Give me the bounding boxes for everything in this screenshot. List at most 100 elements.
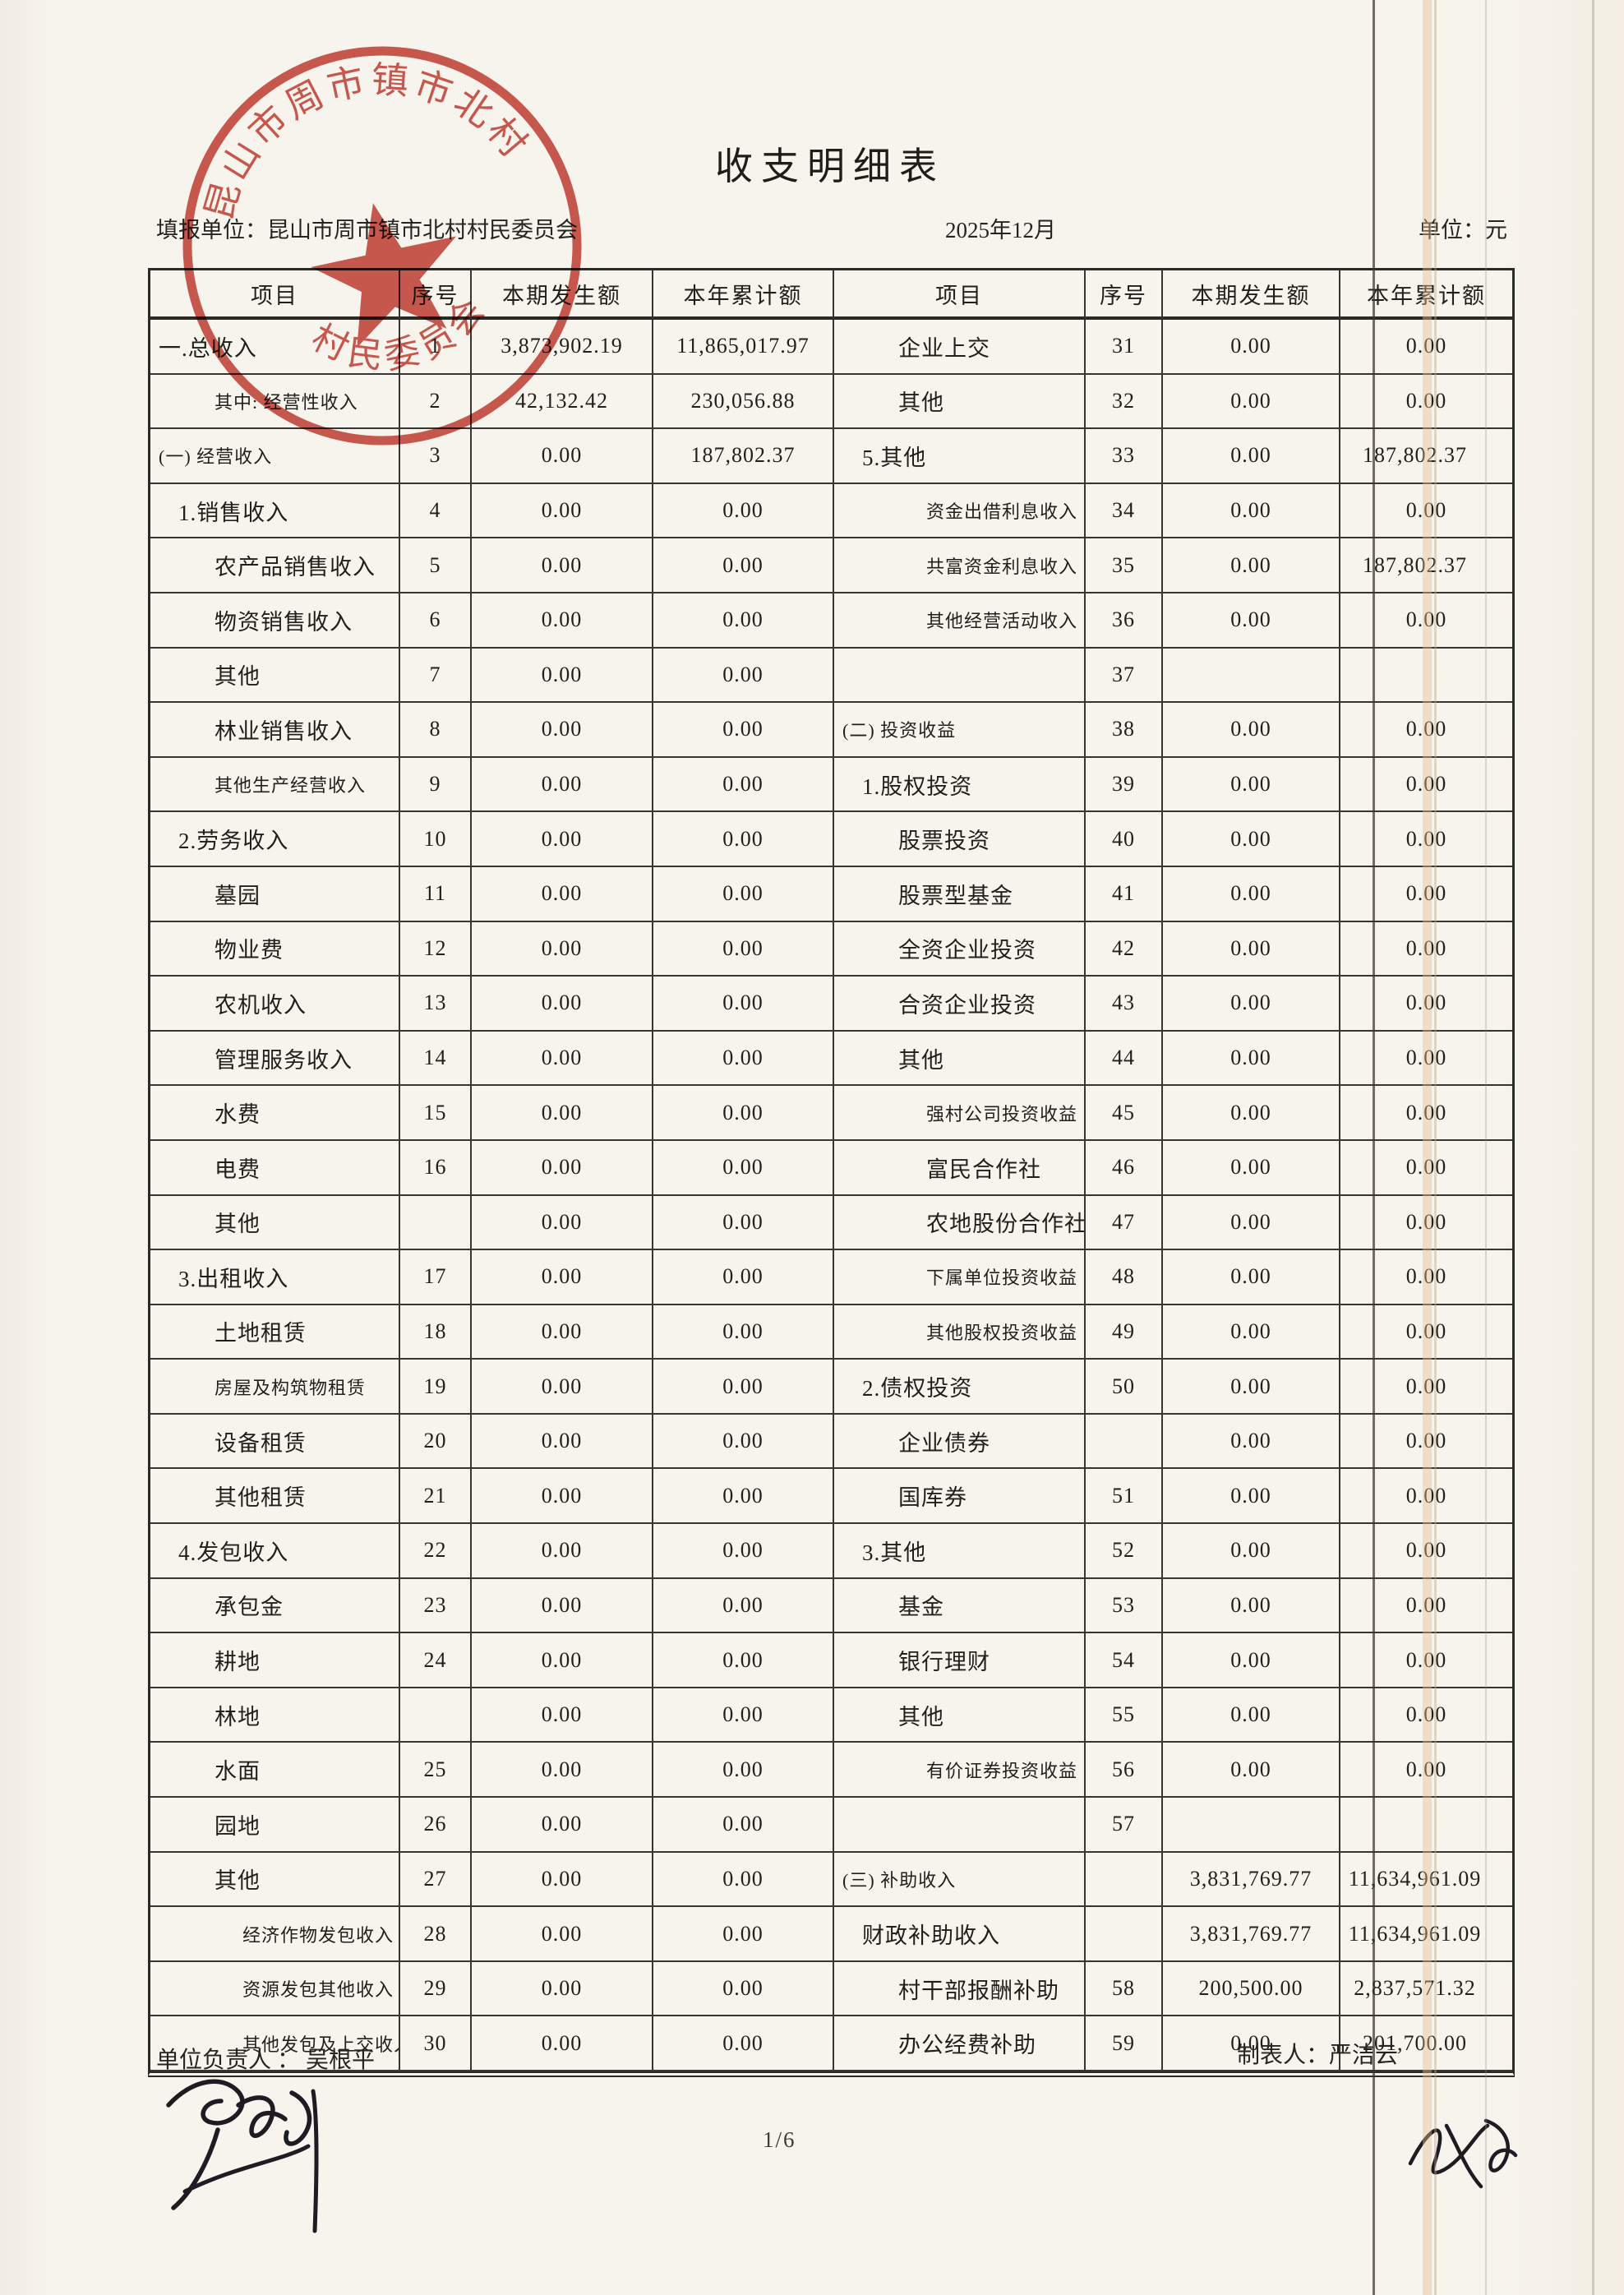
preparer-label: 制表人：严洁云	[1237, 2043, 1399, 2068]
cell-current: 0.00	[1163, 703, 1340, 758]
cell-current: 0.00	[1163, 1469, 1340, 1525]
cell-item: 2.债权投资	[834, 1360, 1086, 1415]
cell-seq: 38	[1086, 703, 1163, 758]
cell-item: 1.股权投资	[834, 757, 1086, 813]
cell-current	[1163, 1798, 1340, 1853]
cell-item: (二) 投资收益	[834, 703, 1086, 758]
cell-seq: 45	[1086, 1086, 1163, 1141]
cell-ytd: 0.00	[653, 1086, 834, 1141]
cell-item: 房屋及构筑物租赁	[150, 1360, 400, 1415]
cell-seq: 7	[400, 648, 472, 704]
header-seq: 序号	[1086, 270, 1163, 320]
cell-ytd: 0.00	[1340, 484, 1512, 539]
cell-item: 资源发包其他收入	[150, 1961, 400, 2017]
cell-current: 0.00	[1163, 757, 1340, 813]
cell-ytd: 11,634,961.09	[1340, 1853, 1512, 1908]
cell-seq: 48	[1086, 1250, 1163, 1305]
cell-item: 下属单位投资收益	[834, 1250, 1086, 1305]
cell-item: 其他	[834, 374, 1086, 430]
cell-seq: 9	[400, 757, 472, 813]
cell-ytd: 2,837,571.32	[1340, 1962, 1512, 2017]
cell-seq: 56	[1086, 1743, 1163, 1799]
cell-ytd: 0.00	[653, 1305, 834, 1360]
cell-item: 2.劳务收入	[150, 812, 400, 867]
cell-ytd: 0.00	[1340, 320, 1512, 375]
cell-item: 其中: 经营性收入	[150, 374, 400, 430]
cell-item: 3.其他	[834, 1524, 1086, 1579]
cell-ytd: 0.00	[1340, 1086, 1512, 1141]
cell-ytd: 11,865,017.97	[653, 320, 834, 375]
cell-seq: 57	[1086, 1798, 1163, 1853]
stamp-ring	[182, 46, 582, 446]
cell-item	[834, 1798, 1086, 1853]
cell-current: 0.00	[472, 1195, 653, 1251]
cell-current: 0.00	[1163, 1195, 1340, 1251]
report-period: 2025年12月	[945, 218, 1056, 242]
cell-item: 合资企业投资	[834, 977, 1086, 1032]
cell-seq: 18	[400, 1305, 472, 1360]
cell-item: 土地租赁	[150, 1305, 400, 1360]
cell-ytd: 0.00	[653, 648, 834, 704]
cell-ytd: 187,802.37	[653, 429, 834, 484]
cell-item: 其他	[150, 648, 400, 704]
cell-current: 0.00	[472, 1414, 653, 1470]
cell-current: 0.00	[1163, 1578, 1340, 1634]
cell-current: 0.00	[472, 1852, 653, 1908]
cell-current: 42,132.42	[472, 374, 653, 430]
cell-ytd: 0.00	[653, 1633, 834, 1688]
cell-item: 企业债券	[834, 1414, 1086, 1470]
cell-current: 3,873,902.19	[472, 320, 653, 375]
cell-ytd: 0.00	[1340, 1141, 1512, 1196]
cell-item: 富民合作社	[834, 1140, 1086, 1196]
cell-ytd: 0.00	[653, 483, 834, 539]
cell-seq: 44	[1086, 1031, 1163, 1087]
cell-ytd: 0.00	[653, 866, 834, 922]
cell-ytd: 0.00	[653, 1688, 834, 1743]
cell-current: 0.00	[1163, 1414, 1340, 1470]
cell-item: 资金出借利息收入	[834, 483, 1086, 539]
cell-ytd: 0.00	[653, 1195, 834, 1251]
cell-item: 农机收入	[150, 977, 400, 1032]
cell-item: 承包金	[150, 1578, 400, 1634]
cell-current: 0.00	[1163, 1360, 1340, 1415]
cell-seq: 21	[400, 1469, 472, 1525]
cell-ytd: 0.00	[653, 1469, 834, 1525]
cell-ytd: 0.00	[1340, 1688, 1512, 1743]
cell-current: 0.00	[472, 1961, 653, 2017]
cell-seq: 52	[1086, 1524, 1163, 1579]
cell-ytd: 0.00	[653, 1907, 834, 1962]
cell-current	[1163, 648, 1340, 704]
cell-seq: 58	[1086, 1961, 1163, 2017]
cell-current: 0.00	[1163, 812, 1340, 867]
cell-ytd: 0.00	[1340, 1305, 1512, 1360]
cell-current: 0.00	[1163, 977, 1340, 1032]
cell-seq: 27	[400, 1852, 472, 1908]
cell-ytd: 0.00	[653, 1524, 834, 1579]
cell-item: 水费	[150, 1086, 400, 1141]
cell-seq: 25	[400, 1743, 472, 1799]
cell-ytd: 0.00	[1340, 1415, 1512, 1470]
header-ytd: 本年累计额	[1340, 270, 1512, 320]
cell-current: 0.00	[472, 1305, 653, 1360]
cell-item: 企业上交	[834, 320, 1086, 375]
cell-current: 0.00	[1163, 1633, 1340, 1688]
cell-item: 林地	[150, 1688, 400, 1743]
cell-seq: 14	[400, 1031, 472, 1087]
cell-item: 股票投资	[834, 812, 1086, 867]
cell-seq: 36	[1086, 593, 1163, 649]
cell-ytd: 201,700.00	[1340, 2016, 1512, 2071]
income-expense-table: 项目 序号 本期发生额 本年累计额 项目 序号 本期发生额 本年累计额 一.总收入 1 3,873,…	[148, 268, 1515, 2077]
cell-ytd: 0.00	[1340, 922, 1512, 977]
cell-seq: 8	[400, 703, 472, 758]
cell-seq	[400, 1688, 472, 1743]
cell-ytd: 0.00	[1340, 812, 1512, 867]
cell-current: 0.00	[472, 1360, 653, 1415]
cell-current: 0.00	[1163, 483, 1340, 539]
cell-item: 物资销售收入	[150, 593, 400, 649]
cell-seq: 34	[1086, 483, 1163, 539]
cell-seq: 30	[400, 2016, 472, 2071]
cell-item: 电费	[150, 1140, 400, 1196]
cell-ytd: 0.00	[653, 757, 834, 813]
cell-item: (一) 经营收入	[150, 429, 400, 484]
cell-item: 1.销售收入	[150, 483, 400, 539]
